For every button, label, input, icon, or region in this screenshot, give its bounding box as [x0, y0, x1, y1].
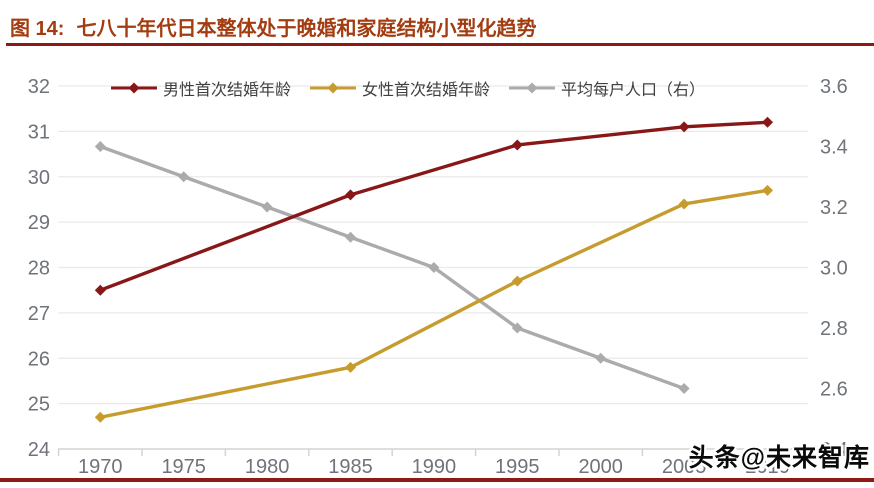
series-marker-avg-household-size	[428, 262, 440, 273]
watermark: 头条@未来智库	[688, 444, 870, 472]
legend-item-male[interactable]: 男性首次结婚年龄	[110, 76, 291, 100]
y-axis-label-left: 29	[28, 212, 50, 234]
series-line-avg-household-size	[99, 144, 685, 391]
x-axis-label: 2010	[745, 456, 790, 478]
series-marker-avg-household-size	[94, 141, 106, 152]
y-axis-label-right: 3.6	[820, 76, 848, 98]
y-axis-label-right: 3.2	[820, 197, 848, 219]
y-axis-label-left: 31	[28, 121, 50, 143]
legend-label-male: 男性首次结婚年龄	[163, 82, 292, 99]
y-axis-label-left: 27	[28, 303, 50, 325]
title-underline	[6, 43, 874, 46]
y-axis-label-right: 3.4	[820, 137, 848, 159]
series-marker-female-first-marriage-age	[511, 275, 523, 287]
series-marker-female-first-marriage-age	[94, 411, 106, 423]
household-line-marker-icon	[509, 82, 556, 94]
male-line-marker-icon	[111, 82, 157, 94]
x-axis-label: 1970	[78, 456, 123, 478]
chart-legend: 男性首次结婚年龄 女性首次结婚年龄 平均每户人口（右）	[110, 76, 705, 100]
series-marker-avg-household-size	[261, 201, 273, 213]
figure-label: 图 14:	[10, 18, 65, 40]
x-axis-label: 2005	[662, 456, 707, 478]
series-marker-male-first-marriage-age	[345, 189, 356, 201]
y-axis-label-left: 24	[28, 439, 50, 461]
y-axis-label-left: 25	[28, 394, 50, 416]
series-marker-female-first-marriage-age	[345, 361, 356, 373]
series-marker-avg-household-size	[678, 383, 690, 394]
x-axis-label: 2000	[578, 456, 623, 478]
series-marker-avg-household-size	[511, 322, 523, 334]
x-axis-label: 1990	[412, 456, 457, 478]
y-axis-label-right: 2.4	[820, 439, 848, 461]
series-marker-male-first-marriage-age	[678, 121, 690, 133]
y-axis-label-left: 28	[28, 258, 50, 280]
series-marker-avg-household-size	[178, 171, 190, 183]
series-marker-male-first-marriage-age	[511, 139, 523, 151]
figure-header: 图 14: 七八十年代日本整体处于晚婚和家庭结构小型化趋势	[10, 12, 536, 41]
legend-item-household[interactable]: 平均每户人口（右）	[508, 76, 705, 100]
y-axis-label-right: 2.8	[820, 318, 848, 340]
y-axis-label-left: 26	[28, 348, 50, 370]
x-axis-label: 1980	[245, 456, 290, 478]
series-marker-female-first-marriage-age	[762, 184, 773, 196]
x-axis-label: 1995	[495, 456, 540, 478]
series-marker-male-first-marriage-age	[762, 116, 773, 128]
figure-title: 七八十年代日本整体处于晚婚和家庭结构小型化趋势	[76, 18, 537, 40]
y-axis-label-left: 32	[28, 76, 50, 98]
female-line-marker-icon	[310, 82, 357, 94]
y-axis-label-left: 30	[28, 167, 50, 189]
x-axis-label: 1975	[161, 456, 206, 478]
series-marker-male-first-marriage-age	[94, 284, 106, 296]
bottom-border	[0, 478, 874, 482]
series-marker-female-first-marriage-age	[678, 198, 690, 210]
y-axis-label-right: 3.0	[820, 258, 848, 280]
series-marker-avg-household-size	[345, 231, 356, 243]
legend-item-female[interactable]: 女性首次结婚年龄	[309, 76, 490, 100]
legend-label-female: 女性首次结婚年龄	[362, 82, 491, 99]
y-axis-label-right: 2.6	[820, 379, 848, 401]
legend-label-household: 平均每户人口（右）	[561, 82, 706, 99]
x-axis-label: 1985	[328, 456, 373, 478]
series-marker-avg-household-size	[595, 352, 607, 364]
